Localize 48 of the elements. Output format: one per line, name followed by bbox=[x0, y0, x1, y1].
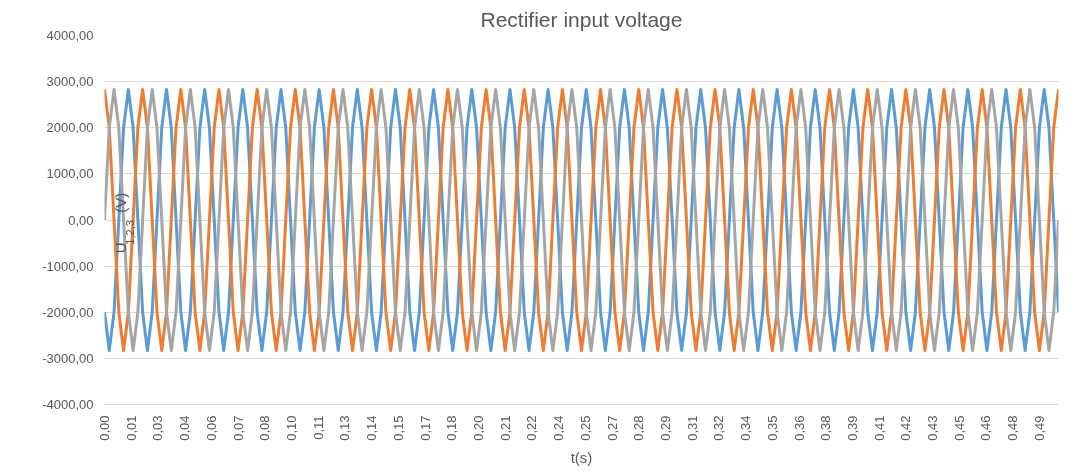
x-tick-label: 0,04 bbox=[177, 415, 193, 441]
x-tick-label: 0,08 bbox=[257, 415, 273, 441]
x-tick-label: 0,24 bbox=[551, 415, 567, 441]
x-tick-label: 0,35 bbox=[764, 415, 780, 441]
x-tick-label: 0,06 bbox=[203, 415, 219, 441]
x-tick-label: 0,20 bbox=[470, 415, 486, 441]
x-tick-label: 0,10 bbox=[283, 415, 299, 441]
x-tick-label: 0,29 bbox=[657, 415, 673, 441]
x-tick-label: 0,36 bbox=[791, 415, 807, 441]
x-tick-label: 0,14 bbox=[364, 415, 380, 441]
x-tick-label: 0,49 bbox=[1031, 415, 1047, 441]
x-tick-label: 0,22 bbox=[524, 415, 540, 441]
x-tick-label: 0,34 bbox=[738, 415, 754, 441]
x-tick-label: 0,03 bbox=[150, 415, 166, 441]
y-axis-title: U1,2,3(V) bbox=[111, 192, 136, 254]
x-tick-label: 0,38 bbox=[818, 415, 834, 441]
x-tick-label: 0,00 bbox=[97, 415, 112, 441]
x-tick-label: 0,27 bbox=[604, 415, 620, 441]
x-tick-label: 0,25 bbox=[577, 415, 593, 441]
x-tick-label: 0,39 bbox=[844, 415, 860, 441]
x-tick-label: 0,13 bbox=[337, 415, 353, 441]
x-tick-label: 0,11 bbox=[310, 415, 326, 440]
y-tick-label: -4000,00 bbox=[42, 397, 94, 412]
chart-title: Rectifier input voltage bbox=[480, 7, 683, 31]
x-tick-label: 0,46 bbox=[978, 415, 994, 441]
x-tick-label: 0,01 bbox=[123, 415, 139, 441]
x-tick-label: 0,18 bbox=[444, 415, 460, 441]
y-tick-label: 4000,00 bbox=[46, 28, 94, 43]
x-tick-label: 0,48 bbox=[1005, 415, 1021, 441]
x-tick-label: 0,15 bbox=[390, 415, 406, 441]
x-tick-label: 0,32 bbox=[711, 415, 727, 441]
x-tick-label: 0,21 bbox=[497, 415, 513, 441]
x-axis-title: t(s) bbox=[570, 448, 593, 466]
y-tick-label: 0,00 bbox=[68, 212, 94, 228]
x-tick-label: 0,41 bbox=[871, 415, 887, 441]
y-tick-label: -1000,00 bbox=[42, 258, 94, 274]
x-tick-label: 0,17 bbox=[417, 415, 433, 441]
x-tick-label: 0,07 bbox=[230, 415, 246, 441]
y-tick-label: 3000,00 bbox=[46, 74, 94, 90]
x-tick-label: 0,42 bbox=[898, 415, 914, 441]
y-tick-label: 2000,00 bbox=[46, 120, 94, 136]
x-tick-label: 0,28 bbox=[631, 415, 647, 441]
x-tick-label: 0,31 bbox=[684, 415, 700, 441]
x-tick-label: 0,45 bbox=[951, 415, 967, 441]
y-tick-label: -3000,00 bbox=[42, 350, 94, 366]
y-tick-label: -2000,00 bbox=[42, 304, 94, 320]
x-tick-label: 0,43 bbox=[925, 415, 941, 441]
y-tick-label: 1000,00 bbox=[46, 166, 94, 182]
